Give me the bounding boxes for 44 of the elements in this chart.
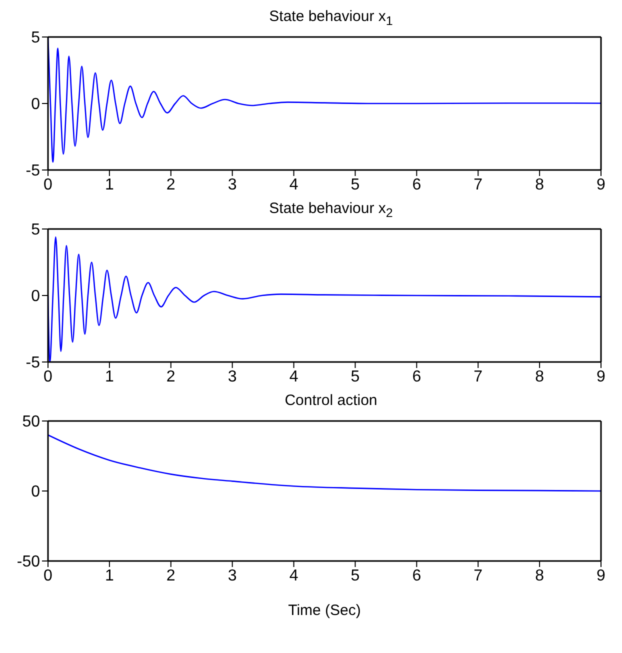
x-tick-label: 2 (166, 176, 176, 194)
chart-title: Control action (284, 392, 378, 411)
x-tick-label: 0 (44, 368, 53, 386)
x-tick-label: 8 (535, 176, 544, 194)
x-tick-label: 4 (289, 176, 298, 194)
x-tick-label: 1 (104, 368, 114, 386)
x-tick-label: 6 (412, 176, 422, 194)
x-tick-label: 7 (474, 176, 483, 194)
y-tick-label: 5 (31, 30, 40, 47)
x-tick-label: 4 (289, 368, 298, 386)
y-tick-label: 0 (31, 96, 40, 114)
y-tick-label: -50 (16, 554, 40, 571)
x-tick-label: 1 (104, 567, 114, 584)
line-series (48, 434, 601, 492)
x-tick-label: 6 (412, 368, 422, 386)
x-tick-label: 7 (474, 567, 483, 584)
x-tick-label: 3 (228, 176, 237, 194)
x-tick-label: 1 (104, 176, 114, 194)
x-tick-label: 3 (228, 567, 237, 584)
y-tick-label: -5 (26, 354, 40, 372)
x-tick-label: 9 (596, 368, 606, 386)
y-tick-label: 0 (31, 484, 40, 501)
x-tick-label: 0 (44, 176, 53, 194)
y-tick-label: -5 (26, 162, 40, 180)
x-tick-label: 4 (289, 567, 298, 584)
chart-title: State behaviour x$_{1}$ (268, 8, 394, 30)
y-tick-label: 50 (22, 414, 40, 431)
x-tick-label: 3 (228, 368, 237, 386)
x-tick-label: 5 (350, 368, 360, 386)
x-tick-label: 8 (535, 567, 544, 584)
y-tick-label: 5 (31, 222, 40, 239)
x-tick-label: 7 (474, 368, 483, 386)
x-tick-label: 5 (350, 567, 360, 584)
x-tick-label: 5 (350, 176, 360, 194)
x-tick-label: 2 (166, 368, 176, 386)
x-tick-label: 6 (412, 567, 422, 584)
x-tick-label: 8 (535, 368, 544, 386)
x-tick-label: 9 (596, 567, 606, 584)
x-tick-label: 2 (166, 567, 176, 584)
chart-title: State behaviour x$_{2}$ (268, 200, 394, 222)
x-axis-title: Time (Sec) (288, 602, 361, 619)
x-tick-label: 9 (596, 176, 606, 194)
y-tick-label: 0 (31, 288, 40, 306)
x-tick-label: 0 (44, 567, 53, 584)
